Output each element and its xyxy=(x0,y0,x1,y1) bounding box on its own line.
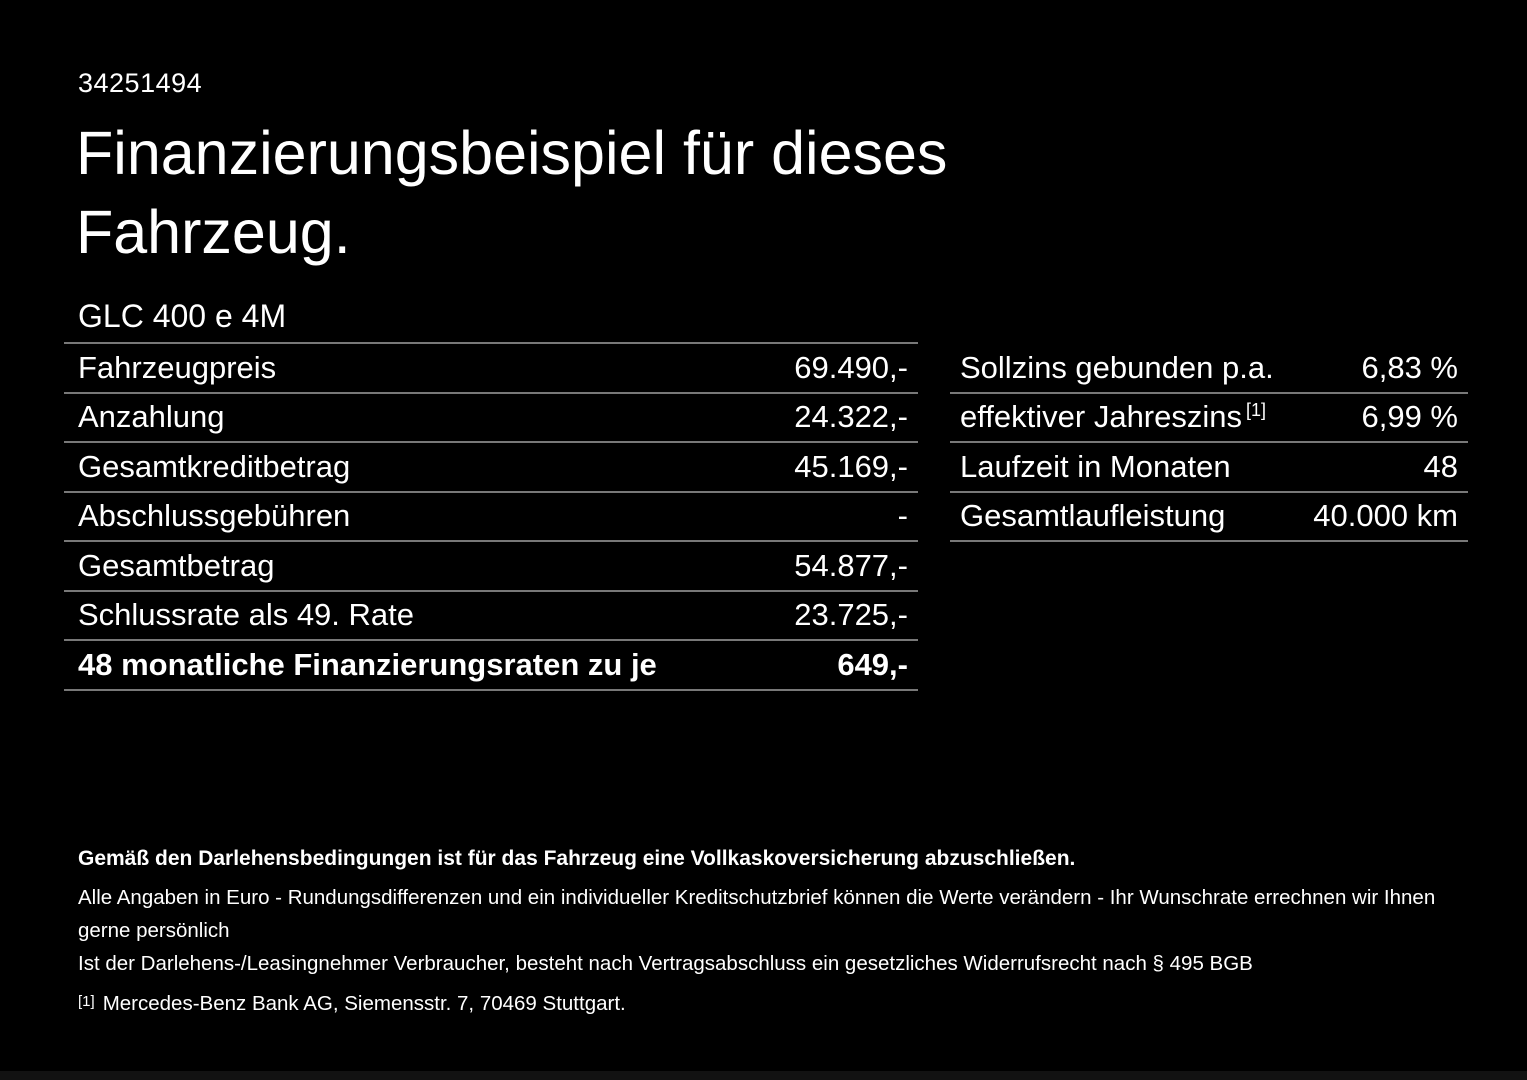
vehicle-id: 34251494 xyxy=(78,68,203,98)
row-value: 45.169,- xyxy=(794,448,908,484)
row-value: 69.490,- xyxy=(794,349,908,385)
table-row: Fahrzeugpreis 69.490,- xyxy=(64,344,918,394)
table-row-total: 48 monatliche Finanzierungsraten zu je 6… xyxy=(64,641,918,691)
legal-footer: Gemäß den Darlehensbedingungen ist für d… xyxy=(78,846,1478,1016)
row-label: Schlussrate als 49. Rate xyxy=(78,597,415,633)
row-label: Gesamtkreditbetrag xyxy=(78,448,351,484)
footnote: [1] Mercedes-Benz Bank AG, Siemensstr. 7,… xyxy=(78,992,1478,1016)
row-value: 6,99 % xyxy=(1361,399,1458,435)
finance-table: Fahrzeugpreis 69.490,- Anzahlung 24.322,… xyxy=(64,342,918,691)
row-label: effektiver Jahreszins [1] xyxy=(960,399,1266,435)
row-value: - xyxy=(897,498,908,534)
table-row: Abschlussgebühren - xyxy=(64,493,918,542)
table-row: effektiver Jahreszins [1] 6,99 % xyxy=(950,394,1468,443)
bottom-bar xyxy=(0,1071,1527,1080)
vehicle-model: GLC 400 e 4M xyxy=(78,298,287,334)
disclaimer-line-2: Ist der Darlehens-/Leasingnehmer Verbrau… xyxy=(78,952,1253,975)
row-value: 48 xyxy=(1423,448,1458,484)
footnote-reference: [1] xyxy=(1246,399,1267,420)
footnote-text: Mercedes-Benz Bank AG, Siemensstr. 7, 70… xyxy=(102,992,626,1015)
row-value: 6,83 % xyxy=(1361,349,1458,385)
row-label: Gesamtbetrag xyxy=(78,547,275,583)
conditions-table: Sollzins gebunden p.a. 6,83 % effektiver… xyxy=(950,344,1468,542)
row-label: Sollzins gebunden p.a. xyxy=(960,349,1274,385)
row-value: 24.322,- xyxy=(794,399,908,435)
table-row: Gesamtbetrag 54.877,- xyxy=(64,542,918,592)
row-label: 48 monatliche Finanzierungsraten zu je xyxy=(78,646,657,682)
table-row: Laufzeit in Monaten 48 xyxy=(950,443,1468,493)
row-label: Fahrzeugpreis xyxy=(78,349,277,385)
row-label: Anzahlung xyxy=(78,399,225,435)
table-row: Sollzins gebunden p.a. 6,83 % xyxy=(950,344,1468,394)
footnote-marker: [1] xyxy=(78,993,95,1010)
table-row: Gesamtlaufleistung 40.000 km xyxy=(950,493,1468,542)
row-label-text: effektiver Jahreszins xyxy=(960,399,1242,435)
row-value: 54.877,- xyxy=(794,547,908,583)
row-value: 40.000 km xyxy=(1313,498,1458,534)
page-title: Finanzierungsbeispiel für dieses Fahrzeu… xyxy=(76,119,948,266)
row-label: Abschlussgebühren xyxy=(78,498,351,534)
row-label: Gesamtlaufleistung xyxy=(960,498,1226,534)
row-value: 649,- xyxy=(837,646,908,682)
insurance-note: Gemäß den Darlehensbedingungen ist für d… xyxy=(78,847,1076,870)
row-value: 23.725,- xyxy=(794,597,908,633)
row-label: Laufzeit in Monaten xyxy=(960,448,1231,484)
disclaimer-line-1: Alle Angaben in Euro - Rundungsdifferenz… xyxy=(78,886,1436,942)
table-row: Gesamtkreditbetrag 45.169,- xyxy=(64,443,918,493)
table-row: Anzahlung 24.322,- xyxy=(64,394,918,443)
table-row: Schlussrate als 49. Rate 23.725,- xyxy=(64,592,918,641)
